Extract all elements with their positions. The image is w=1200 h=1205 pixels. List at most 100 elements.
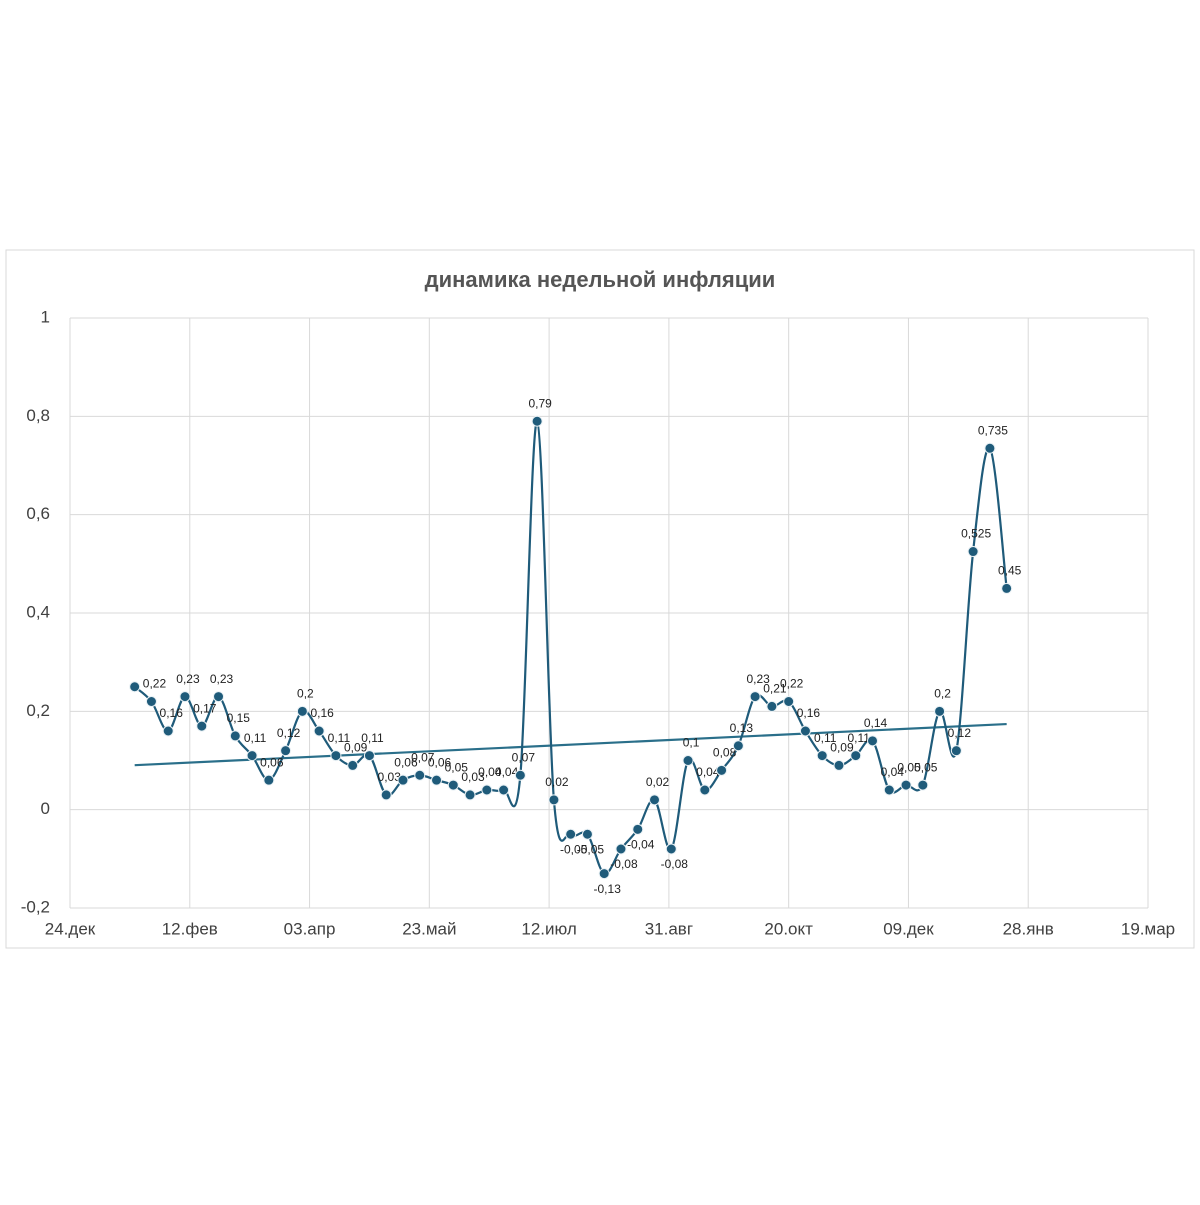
data-point bbox=[766, 700, 778, 712]
data-label: 0,02 bbox=[545, 775, 569, 789]
data-point bbox=[481, 784, 493, 796]
data-point bbox=[749, 691, 761, 703]
x-tick-label: 09.дек bbox=[883, 919, 934, 938]
data-point bbox=[581, 828, 593, 840]
data-label: 0,1 bbox=[683, 736, 700, 750]
data-point bbox=[699, 784, 711, 796]
data-point bbox=[1001, 582, 1013, 594]
data-label: 0,06 bbox=[260, 755, 284, 769]
data-label: 0,16 bbox=[310, 706, 334, 720]
data-point bbox=[883, 784, 895, 796]
data-label: 0,11 bbox=[814, 731, 837, 745]
data-point bbox=[330, 750, 342, 762]
data-label: 0,12 bbox=[948, 726, 972, 740]
data-point bbox=[447, 779, 459, 791]
data-point bbox=[296, 705, 308, 717]
data-point bbox=[414, 769, 426, 781]
data-point bbox=[229, 730, 241, 742]
data-point bbox=[162, 725, 174, 737]
data-label: 0,22 bbox=[780, 677, 804, 691]
data-label: 0,2 bbox=[297, 687, 314, 701]
x-tick-label: 31.авг bbox=[645, 919, 693, 938]
data-label: 0,17 bbox=[193, 701, 217, 715]
x-tick-label: 19.мар bbox=[1121, 919, 1175, 938]
data-point bbox=[431, 774, 443, 786]
y-tick-label: 0 bbox=[41, 799, 50, 818]
chart-frame bbox=[5, 249, 1195, 949]
data-point bbox=[816, 750, 828, 762]
data-point bbox=[649, 794, 661, 806]
data-label: 0,15 bbox=[227, 711, 251, 725]
data-label: -0,13 bbox=[594, 882, 622, 896]
data-label: 0,03 bbox=[378, 770, 402, 784]
data-point bbox=[598, 868, 610, 880]
data-point bbox=[531, 415, 543, 427]
data-point bbox=[280, 745, 292, 757]
data-label: 0,03 bbox=[461, 770, 485, 784]
data-label: 0,14 bbox=[864, 716, 888, 730]
data-label: 0,06 bbox=[394, 755, 418, 769]
series-line bbox=[133, 420, 1008, 875]
data-label: 0,45 bbox=[998, 564, 1022, 578]
data-label: 0,23 bbox=[210, 672, 234, 686]
data-label: 0,04 bbox=[478, 765, 502, 779]
data-point bbox=[313, 725, 325, 737]
data-label: 0,11 bbox=[244, 731, 267, 745]
data-label: 0,23 bbox=[176, 672, 200, 686]
data-label: 0,79 bbox=[528, 396, 552, 410]
data-point bbox=[850, 750, 862, 762]
data-label: 0,05 bbox=[445, 760, 469, 774]
data-label: 0,12 bbox=[277, 726, 301, 740]
data-point bbox=[867, 735, 879, 747]
data-label: 0,11 bbox=[848, 731, 871, 745]
data-label: 0,08 bbox=[713, 746, 737, 760]
data-label: -0,04 bbox=[627, 838, 655, 852]
data-point bbox=[196, 720, 208, 732]
x-tick-label: 28.янв bbox=[1003, 919, 1054, 938]
data-label: 0,16 bbox=[160, 706, 184, 720]
data-point bbox=[397, 774, 409, 786]
data-label: 0,04 bbox=[881, 765, 905, 779]
trend-line bbox=[134, 722, 1007, 767]
data-label: 0,11 bbox=[361, 731, 384, 745]
x-tick-label: 03.апр bbox=[284, 919, 336, 938]
x-tick-label: 23.май bbox=[402, 919, 456, 938]
data-point bbox=[380, 789, 392, 801]
data-label: 0,05 bbox=[914, 760, 938, 774]
x-tick-label: 12.фев bbox=[162, 919, 218, 938]
data-point bbox=[967, 546, 979, 558]
data-point bbox=[732, 740, 744, 752]
data-point bbox=[213, 691, 225, 703]
data-label: 0,22 bbox=[143, 677, 167, 691]
data-point bbox=[615, 843, 627, 855]
data-point bbox=[716, 764, 728, 776]
y-tick-label: 0,2 bbox=[26, 701, 50, 720]
data-label: 0,735 bbox=[978, 423, 1008, 437]
y-tick-label: -0,2 bbox=[21, 897, 50, 916]
data-point bbox=[363, 750, 375, 762]
data-label: 0,09 bbox=[344, 741, 368, 755]
data-point bbox=[833, 759, 845, 771]
data-point bbox=[682, 755, 694, 766]
data-point bbox=[246, 750, 258, 762]
data-label: -0,05 bbox=[560, 842, 588, 856]
data-label: -0,08 bbox=[661, 857, 689, 871]
data-point bbox=[498, 784, 510, 796]
data-point bbox=[514, 769, 526, 781]
data-label: 0,21 bbox=[763, 682, 787, 696]
y-tick-label: 1 bbox=[41, 307, 50, 326]
data-point bbox=[548, 794, 560, 806]
data-label: 0,525 bbox=[961, 527, 991, 541]
data-label: 0,07 bbox=[411, 750, 435, 764]
data-point bbox=[129, 681, 141, 693]
data-point bbox=[179, 691, 191, 703]
data-label: 0,05 bbox=[897, 760, 921, 774]
data-point bbox=[950, 745, 962, 757]
data-label: -0,05 bbox=[577, 842, 605, 856]
data-point bbox=[900, 779, 912, 791]
data-point bbox=[263, 774, 275, 786]
data-label: -0,08 bbox=[610, 857, 638, 871]
data-point bbox=[934, 705, 946, 717]
data-point bbox=[347, 759, 359, 771]
